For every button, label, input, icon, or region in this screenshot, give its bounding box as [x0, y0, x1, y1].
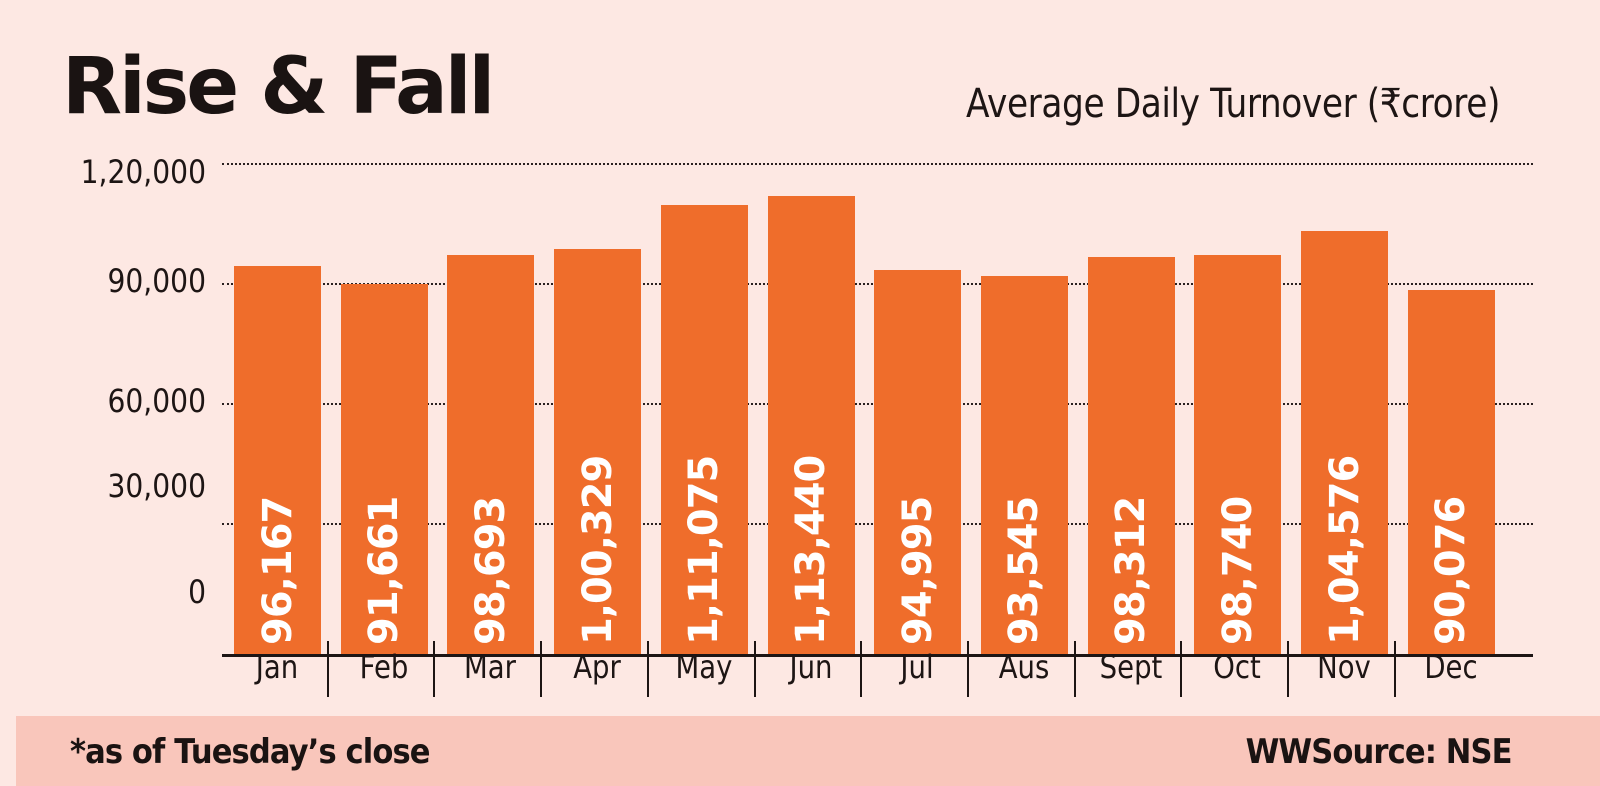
bar-value-label: 93,545 [1001, 496, 1048, 645]
bar-value-label: 94,995 [894, 496, 941, 645]
x-axis-tick-label: Nov [1317, 648, 1371, 686]
bar-may: 1,11,075 [660, 205, 748, 655]
y-axis-tick-label: 90,000 [107, 262, 206, 300]
x-axis-separator [1073, 641, 1076, 697]
bar-dec: 90,076 [1407, 290, 1495, 655]
bar-oct: 98,740 [1194, 255, 1282, 655]
bar-sept: 98,312 [1087, 256, 1175, 655]
y-axis-tick-label: 30,000 [107, 467, 206, 505]
x-axis-tick-label: Oct [1213, 648, 1262, 686]
bar-value-label: 98,312 [1108, 496, 1155, 645]
x-axis-tick-label: Jul [900, 648, 934, 686]
bar-value-label: 1,13,440 [788, 455, 834, 645]
x-axis-tick-label: Dec [1424, 648, 1478, 686]
y-axis-tick-label: 0 [188, 573, 206, 611]
footer-band: *as of Tuesday’s close WWSource: NSE [16, 716, 1600, 786]
bar-value-label: 96,167 [254, 496, 301, 645]
bar-jun: 1,13,440 [767, 195, 855, 655]
bar-value-label: 90,076 [1428, 496, 1475, 645]
x-axis-tick-label: Mar [464, 648, 517, 686]
bar-value-label: 98,740 [1214, 496, 1261, 645]
x-axis-separator [860, 641, 863, 697]
x-axis-separator [540, 641, 543, 697]
y-axis-tick-label: 60,000 [107, 382, 206, 420]
x-axis-tick-label: Apr [573, 648, 621, 686]
x-axis-separator [1287, 641, 1289, 697]
bar-jan: 96,167 [234, 265, 321, 655]
bar-value-label: 91,661 [361, 496, 408, 645]
bar-value-label: 98,693 [467, 496, 514, 645]
bar-value-label: 1,04,576 [1321, 455, 1368, 645]
footnote: *as of Tuesday’s close [70, 732, 431, 772]
gridline [222, 163, 1533, 165]
chart-subtitle: Average Daily Turnover (₹crore) [965, 81, 1500, 127]
x-axis-separator [753, 641, 756, 697]
x-axis-separator [1180, 641, 1183, 697]
x-axis-tick-label: Feb [359, 648, 409, 686]
x-axis-tick-label: Jan [255, 648, 299, 686]
bar-value-label: 1,11,075 [681, 455, 728, 645]
y-axis-tick-label: 1,20,000 [80, 153, 206, 191]
bar-value-label: 1,00,329 [574, 455, 621, 645]
x-axis-separator [646, 641, 649, 697]
x-axis-separator [966, 641, 969, 697]
bar-apr: 1,00,329 [554, 248, 642, 655]
x-axis-tick-label: May [675, 648, 733, 686]
x-axis-tick-label: Jun [789, 648, 832, 686]
bar-aus: 93,545 [980, 276, 1068, 655]
x-axis-separator [1393, 641, 1396, 697]
bar-jul: 94,995 [874, 270, 962, 655]
bar-chart: 0 30,000 60,000 90,000 1,20,000 96,167 91,661 9… [80, 153, 1533, 697]
x-axis-tick-label: Aus [998, 648, 1050, 686]
chart-title: Rise & Fall [62, 42, 495, 132]
x-axis-separator [433, 641, 436, 697]
x-axis-line [222, 654, 1533, 657]
x-axis-tick-label: Sept [1099, 648, 1162, 686]
bar-mar: 98,693 [447, 255, 535, 655]
source-credit: WWSource: NSE [1245, 732, 1513, 772]
bar-nov: 1,04,576 [1301, 231, 1388, 655]
x-axis-separator [326, 641, 329, 697]
bar-feb: 91,661 [340, 283, 428, 655]
